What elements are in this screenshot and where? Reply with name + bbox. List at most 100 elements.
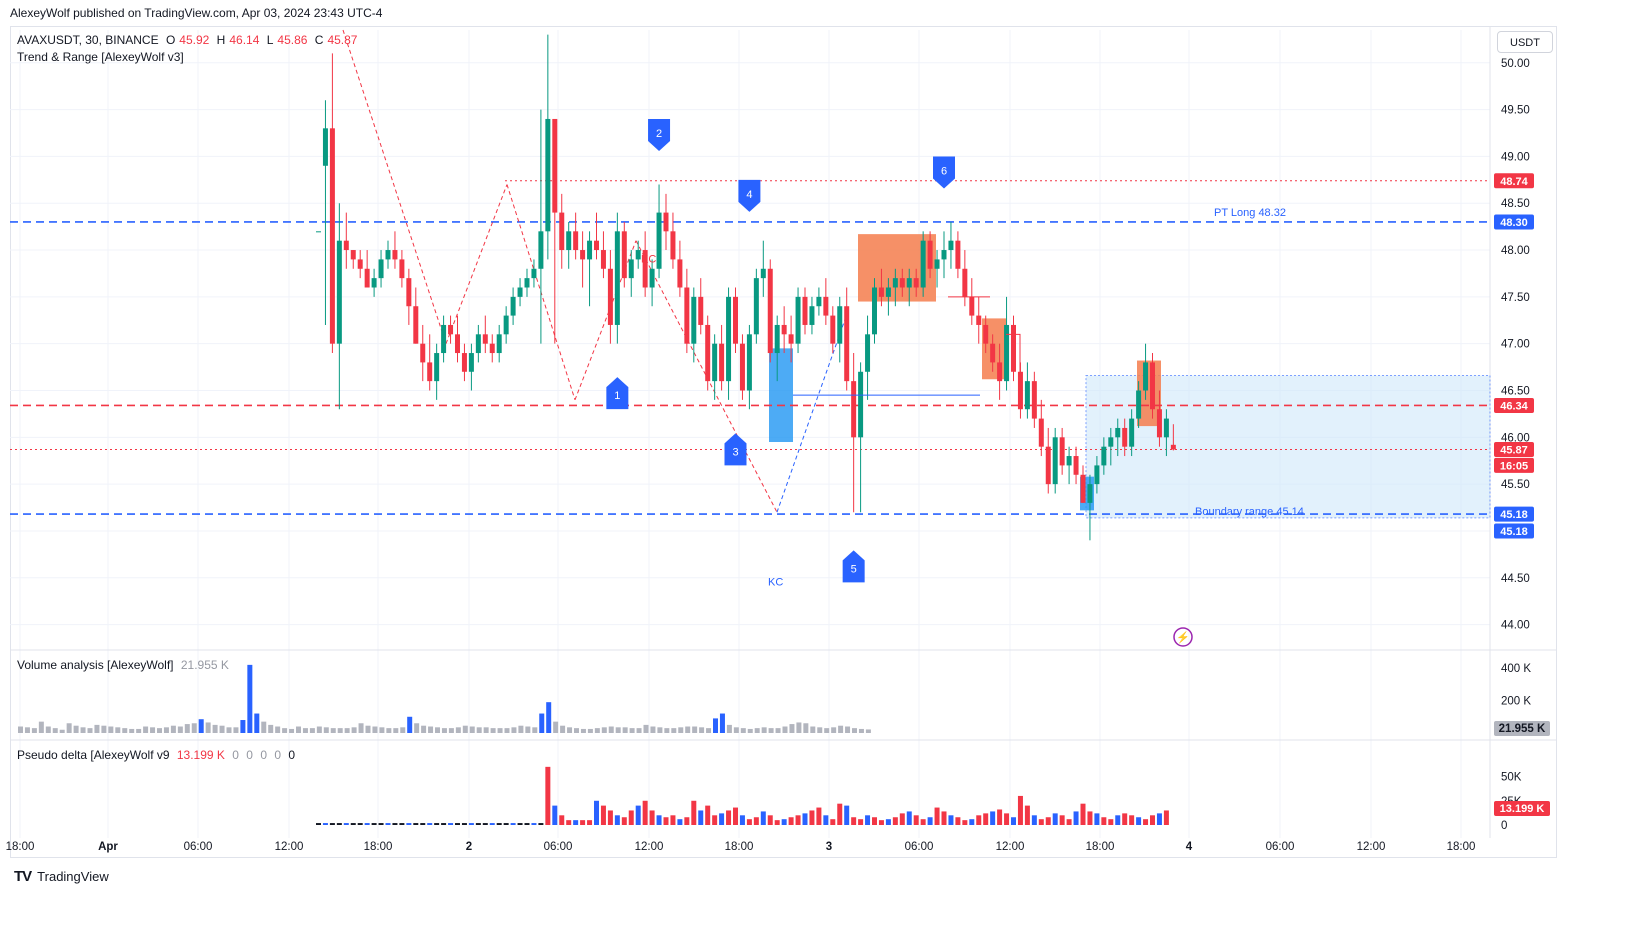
x-tick-label: 2: [466, 841, 472, 853]
candle-body: [781, 324, 787, 335]
volume-bar: [518, 725, 524, 733]
x-tick-label: 06:00: [544, 841, 573, 853]
delta-bar: [392, 823, 398, 825]
volume-bar: [733, 727, 739, 733]
candle-body: [733, 296, 738, 344]
volume-bar: [282, 728, 288, 733]
signal-marker-label: 1: [614, 390, 620, 402]
candle-body: [878, 287, 884, 297]
delta-bar: [587, 820, 593, 825]
delta-bar: [781, 819, 787, 825]
candle-body: [364, 268, 370, 288]
delta-bar: [1108, 819, 1114, 825]
volume-bar: [219, 725, 225, 733]
candle-body: [753, 278, 759, 335]
candle-body: [1038, 418, 1044, 447]
signal-marker-icon: [648, 119, 671, 151]
volume-bar: [747, 728, 753, 733]
x-tick-label: 4: [1186, 841, 1193, 853]
price-tag-label: 45.18: [1500, 509, 1528, 521]
x-tick-label: 12:00: [996, 841, 1025, 853]
delta-bar: [510, 823, 516, 825]
x-tick-label: 3: [826, 841, 832, 853]
candle-body: [698, 296, 704, 325]
x-tick-label: 12:00: [635, 841, 664, 853]
x-tick-label: 18:00: [725, 841, 754, 853]
candle-body: [427, 362, 433, 382]
candle-body: [350, 250, 356, 260]
delta-bar: [976, 815, 982, 825]
candle-body: [983, 324, 989, 344]
close-label: C: [314, 33, 324, 47]
volume-bar: [170, 725, 176, 733]
volume-legend-name: Volume analysis [AlexeyWolf]: [17, 658, 174, 672]
volume-bar: [101, 725, 107, 733]
delta-bar: [851, 817, 857, 825]
candle-body: [1080, 474, 1086, 503]
candle-body: [1136, 390, 1142, 419]
delta-bar: [621, 817, 627, 825]
delta-bar: [906, 811, 912, 825]
volume-bar: [441, 728, 447, 733]
candle-body: [746, 334, 752, 391]
candle-body: [670, 231, 676, 260]
candle-body: [587, 240, 593, 260]
candle-body: [1017, 371, 1023, 410]
delta-bar: [913, 815, 919, 825]
candle-body: [892, 278, 898, 288]
zigzag-segment: [776, 310, 849, 513]
delta-bar: [684, 817, 690, 825]
tradingview-footer[interactable]: TV TradingView: [14, 868, 109, 885]
delta-bar: [1129, 815, 1135, 825]
candle-body: [1101, 446, 1107, 466]
delta-bar: [406, 823, 412, 825]
volume-bar: [574, 728, 579, 733]
candle-body: [927, 240, 933, 269]
volume-bar: [636, 728, 642, 733]
volume-bar: [108, 726, 114, 733]
x-tick-label: 06:00: [1266, 841, 1295, 853]
volume-bar: [567, 727, 573, 733]
delta-bar: [767, 815, 773, 825]
candle-body: [663, 212, 669, 232]
volume-bar: [18, 726, 23, 733]
delta-bar: [413, 823, 419, 825]
volume-bar: [726, 724, 732, 733]
delta-bar: [364, 823, 370, 825]
delta-bar: [1073, 811, 1079, 825]
delta-bar: [997, 809, 1003, 825]
candle-body: [455, 334, 460, 354]
delta-zero: 0: [232, 748, 239, 762]
volume-bar: [483, 727, 489, 733]
volume-legend-value: 21.955 K: [180, 658, 229, 672]
signal-marker-icon: [738, 179, 761, 212]
signal-marker-label: 5: [851, 563, 857, 575]
symbol-legend: AVAXUSDT, 30, BINANCE O 45.92 H 46.14 L 45.…: [17, 33, 361, 47]
volume-bar: [38, 721, 44, 733]
volume-bar: [115, 727, 121, 733]
delta-bar: [545, 766, 551, 825]
volume-bar: [268, 724, 274, 733]
tradingview-logo-icon: TV: [14, 868, 32, 885]
delta-bar: [1052, 813, 1058, 825]
volume-bar: [497, 728, 503, 733]
delta-bar: [802, 813, 808, 825]
y-tick-label: 44.00: [1501, 620, 1530, 632]
volume-bar: [803, 723, 809, 733]
delta-bar: [878, 820, 884, 825]
volume-bar: [560, 725, 566, 733]
delta-bar: [1094, 813, 1100, 825]
candle-body: [795, 296, 801, 344]
chart-annotation: KC: [641, 253, 656, 265]
candle-body: [726, 296, 732, 382]
candle-body: [788, 334, 794, 344]
delta-bar: [1004, 813, 1010, 825]
volume-bar: [233, 727, 239, 733]
currency-button[interactable]: USDT: [1497, 31, 1553, 53]
delta-bar: [719, 813, 725, 825]
delta-bar: [336, 823, 342, 825]
volume-bar: [865, 729, 871, 733]
volume-value-label: 21.955 K: [1499, 723, 1546, 735]
volume-bar: [546, 702, 552, 733]
